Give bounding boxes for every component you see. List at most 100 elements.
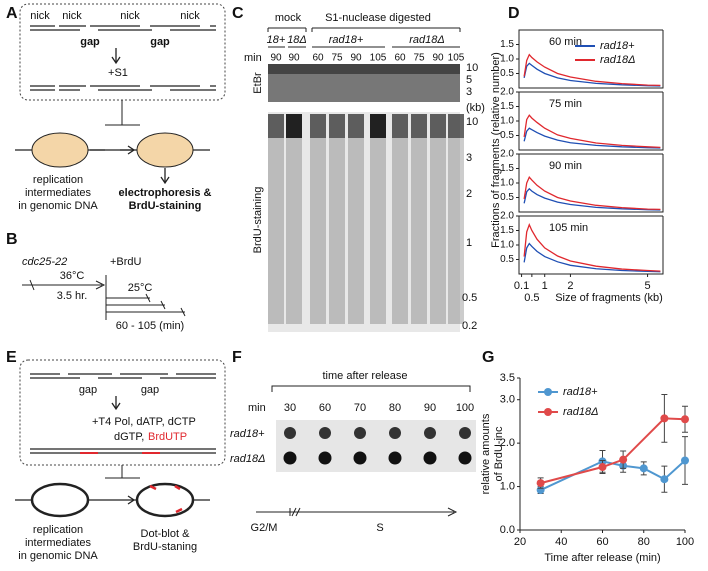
brdu-gel <box>268 112 460 332</box>
dot <box>284 427 296 439</box>
y-tick-label: 1.0 <box>500 178 514 189</box>
smear <box>348 114 364 324</box>
series-line <box>523 127 661 149</box>
x-tick-label: 60 <box>596 536 608 548</box>
time-label: 30 <box>284 402 296 414</box>
series-line <box>523 176 661 211</box>
panel-label: E <box>6 349 17 366</box>
nick: nick <box>120 10 140 22</box>
dna <box>30 85 216 91</box>
legend-marker <box>544 408 552 416</box>
size: 2 <box>466 188 472 200</box>
smear-top <box>370 114 386 138</box>
y-tick-label: 1.5 <box>500 163 514 174</box>
smear <box>329 114 345 324</box>
smear-top <box>448 114 464 138</box>
y-axis-label: relative amounts <box>480 413 492 494</box>
caption: electrophoresis & <box>119 187 212 199</box>
min: min <box>248 402 266 414</box>
treatment: +S1 <box>108 67 128 79</box>
smear <box>411 114 427 324</box>
bracket <box>271 385 471 392</box>
phase: S <box>376 522 383 534</box>
arrow <box>111 48 121 65</box>
group: rad18Δ <box>409 34 445 46</box>
lane-label: 60 <box>394 53 406 64</box>
smear <box>286 114 302 324</box>
legend-label: rad18Δ <box>600 54 636 66</box>
caption: intermediates <box>25 187 92 199</box>
panel-label: F <box>232 349 242 366</box>
y-tick-label: 3.5 <box>500 372 515 384</box>
y-tick-label: 1.0 <box>500 480 515 492</box>
panel-f: time after release min rad18+ rad18Δ 30 6… <box>230 370 476 534</box>
group: 18+ <box>267 34 286 46</box>
connector <box>105 465 140 479</box>
x-tick-label: 100 <box>676 536 694 548</box>
size: 3 <box>466 86 472 98</box>
duration: 3.5 hr. <box>57 290 88 302</box>
nick: nick <box>62 10 82 22</box>
brdutp: BrdUTP <box>148 431 187 443</box>
subplot-title: 90 min <box>549 160 582 172</box>
series-line <box>523 242 661 273</box>
etbr-band <box>268 64 460 74</box>
series-line <box>523 222 661 272</box>
series-line <box>523 187 661 211</box>
series-line <box>523 62 661 87</box>
size: 3 <box>466 152 472 164</box>
caption: in genomic DNA <box>18 550 98 562</box>
smear <box>268 114 284 324</box>
point <box>660 475 669 484</box>
point <box>619 455 628 464</box>
time-label: 80 <box>389 402 401 414</box>
panel-a: nick nick nick nick gap gap +S1 replicat… <box>15 3 226 212</box>
dot <box>389 427 401 439</box>
nick: nick <box>180 10 200 22</box>
y-tick-label: 0.5 <box>500 192 514 203</box>
dot <box>353 451 367 465</box>
nick: nick <box>30 10 50 22</box>
smear <box>370 114 386 324</box>
timeline <box>22 275 186 320</box>
replication-bubble <box>135 482 195 518</box>
arrow <box>111 396 121 411</box>
x-axis-label: Size of fragments (kb) <box>555 292 663 304</box>
gap: gap <box>150 36 170 48</box>
axes <box>518 29 664 89</box>
time-label: 70 <box>354 402 366 414</box>
dna <box>30 448 216 454</box>
smear-top <box>310 114 326 138</box>
row-label: rad18Δ <box>230 453 266 465</box>
size: 0.2 <box>462 320 477 332</box>
y-tick-label: 0.0 <box>500 524 515 536</box>
x-tick-label: 5 <box>645 280 651 292</box>
dot <box>424 427 436 439</box>
y-tick-label: 1.0 <box>500 116 514 127</box>
time-label: 90 <box>424 402 436 414</box>
brdu: +BrdU <box>110 256 142 268</box>
dot <box>319 427 331 439</box>
point <box>660 414 669 423</box>
lane-label: 105 <box>448 53 465 64</box>
size: 1 <box>466 237 472 249</box>
smear-top <box>348 114 364 138</box>
smear-top <box>329 114 345 138</box>
x-tick-label: 20 <box>514 536 526 548</box>
panel-label: A <box>6 5 18 22</box>
y-tick-label: 2.0 <box>500 437 515 449</box>
point <box>681 415 689 424</box>
size: 0.5 <box>462 292 477 304</box>
replication-bubble <box>136 132 194 168</box>
brdu-label: BrdU-staining <box>252 187 264 254</box>
dot <box>318 451 332 465</box>
y-tick-label: 2.0 <box>500 149 514 160</box>
y-tick-label: 3.0 <box>500 394 515 406</box>
y-tick-label: 1.5 <box>500 225 514 236</box>
y-tick-label: 1.5 <box>500 101 514 112</box>
y-tick-label: 0.5 <box>500 130 514 141</box>
blot <box>276 420 476 472</box>
time-label: 100 <box>456 402 474 414</box>
brdu-mark <box>149 484 183 514</box>
